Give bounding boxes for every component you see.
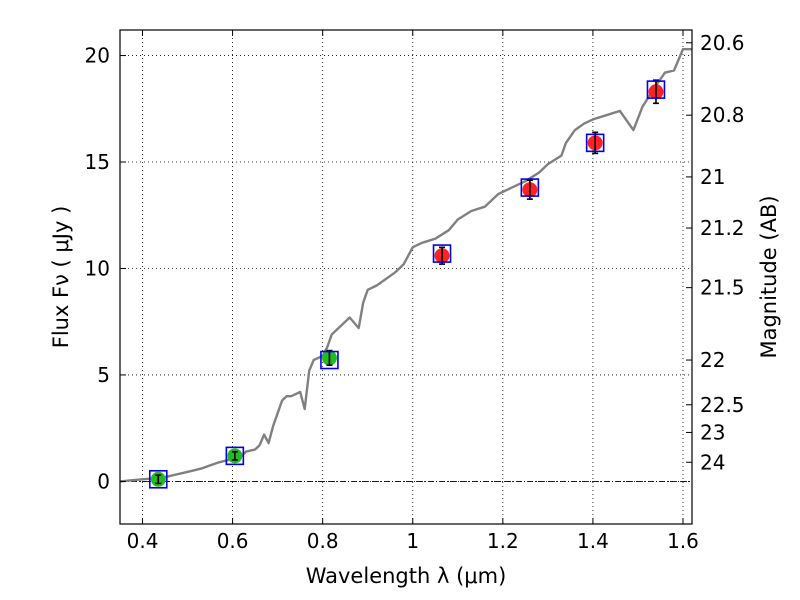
model-square bbox=[585, 133, 605, 153]
y-tick-label: 15 bbox=[85, 150, 110, 174]
y-tick-label: 20 bbox=[85, 44, 110, 68]
x-tick-label: 1.4 bbox=[577, 529, 609, 553]
model-square bbox=[432, 244, 452, 263]
y-axis-title: Flux Fν ( μJy ) bbox=[49, 206, 73, 349]
y2-tick-label: 24 bbox=[700, 450, 725, 474]
x-tick-label: 1.2 bbox=[487, 529, 519, 553]
y-tick-label: 5 bbox=[97, 363, 110, 387]
x-tick-label: 0.8 bbox=[307, 529, 339, 553]
plot-area bbox=[120, 30, 692, 524]
plot-frame bbox=[119, 29, 693, 525]
model-square bbox=[320, 350, 339, 370]
model-square bbox=[225, 446, 245, 466]
y2-tick-label: 22.5 bbox=[700, 393, 745, 417]
model-square bbox=[148, 469, 168, 489]
model-square bbox=[646, 80, 666, 99]
y2-tick-label: 21.2 bbox=[700, 216, 745, 240]
y2-tick-label: 20.8 bbox=[700, 103, 745, 127]
y2-tick-label: 21 bbox=[700, 165, 725, 189]
x-axis-title: Wavelength λ (μm) bbox=[306, 564, 507, 588]
model-square bbox=[520, 178, 540, 197]
y2-axis-title: Magnitude (AB) bbox=[757, 195, 781, 358]
y2-tick-label: 21.5 bbox=[700, 276, 745, 300]
y-tick-label: 0 bbox=[97, 469, 110, 493]
x-tick-label: 1 bbox=[406, 529, 419, 553]
series-layer bbox=[119, 48, 692, 489]
x-tick-label: 0.6 bbox=[217, 529, 249, 553]
axis-ticks: 0.4 0.6 0.8 1 1.2 1.4 1.6 0 5 10 15 20 20.6 20.8 21 21.… bbox=[85, 30, 745, 553]
y2-tick-label: 22 bbox=[700, 348, 725, 372]
x-tick-label: 1.6 bbox=[667, 529, 699, 553]
y2-tick-label: 23 bbox=[700, 420, 725, 444]
y2-tick-label: 20.6 bbox=[700, 31, 745, 55]
y-tick-label: 10 bbox=[85, 256, 110, 280]
x-tick-label: 0.4 bbox=[127, 529, 159, 553]
